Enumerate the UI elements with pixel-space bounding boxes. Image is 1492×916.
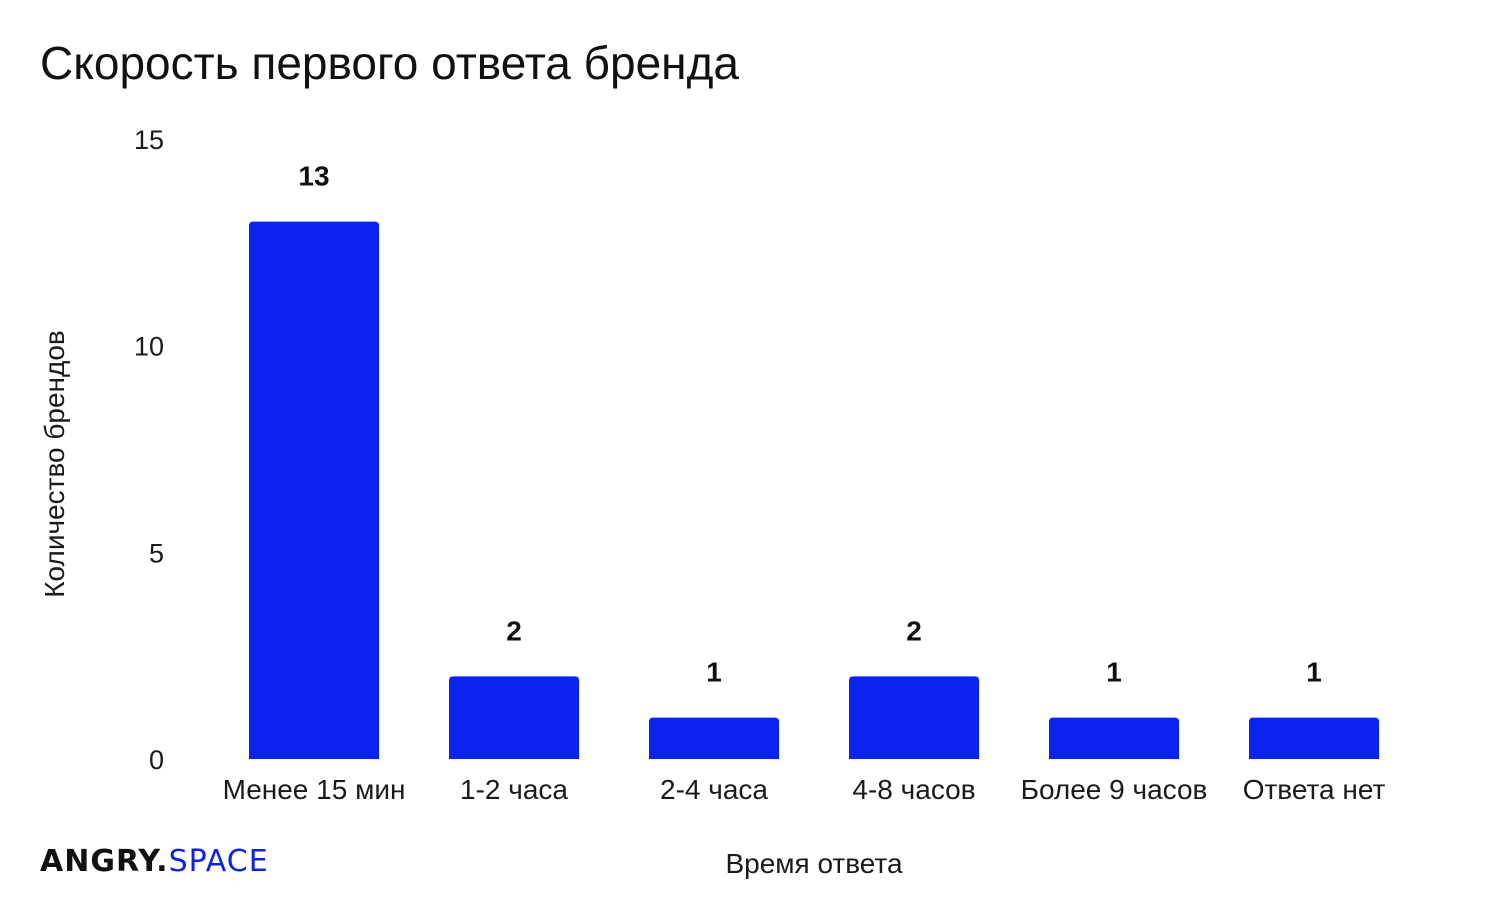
x-category-label: 2-4 часа	[660, 774, 768, 805]
y-axis-ticks: 0 5 10 15	[134, 125, 164, 775]
brand-logo-sub: SPACE	[168, 844, 269, 879]
y-tick-label: 5	[149, 538, 164, 568]
x-category-label: 1-2 часа	[460, 774, 568, 805]
brand-logo-main: ANGRY.	[40, 844, 169, 879]
x-category-label: 4-8 часов	[852, 774, 975, 805]
data-labels: 13 2 1 2 1 1	[298, 161, 1321, 688]
x-axis-title: Время ответа	[725, 848, 903, 879]
brand-logo: ANGRY.SPACE	[40, 847, 269, 877]
bar	[449, 676, 579, 759]
bar	[849, 676, 979, 759]
bar	[649, 717, 779, 759]
bar-value-label: 1	[1306, 657, 1322, 688]
bar-value-label: 2	[506, 615, 522, 646]
x-category-label: Менее 15 мин	[223, 774, 406, 805]
bar-value-label: 1	[706, 657, 722, 688]
bar-value-label: 2	[906, 615, 922, 646]
x-category-label: Ответа нет	[1243, 774, 1386, 805]
x-axis-categories: Менее 15 мин 1-2 часа 2-4 часа 4-8 часов Бол…	[223, 774, 1386, 805]
y-tick-label: 10	[134, 332, 164, 362]
y-axis-title: Количество брендов	[39, 330, 70, 598]
y-tick-label: 15	[134, 125, 164, 155]
bar	[249, 221, 379, 759]
bar	[1049, 717, 1179, 759]
bar-value-label: 13	[298, 161, 329, 192]
bar-value-label: 1	[1106, 657, 1122, 688]
chart-title: Скорость первого ответа бренда	[40, 37, 740, 89]
bar	[1249, 717, 1379, 759]
y-tick-label: 0	[149, 745, 164, 775]
x-category-label: Более 9 часов	[1021, 774, 1208, 805]
bars	[249, 221, 1379, 759]
